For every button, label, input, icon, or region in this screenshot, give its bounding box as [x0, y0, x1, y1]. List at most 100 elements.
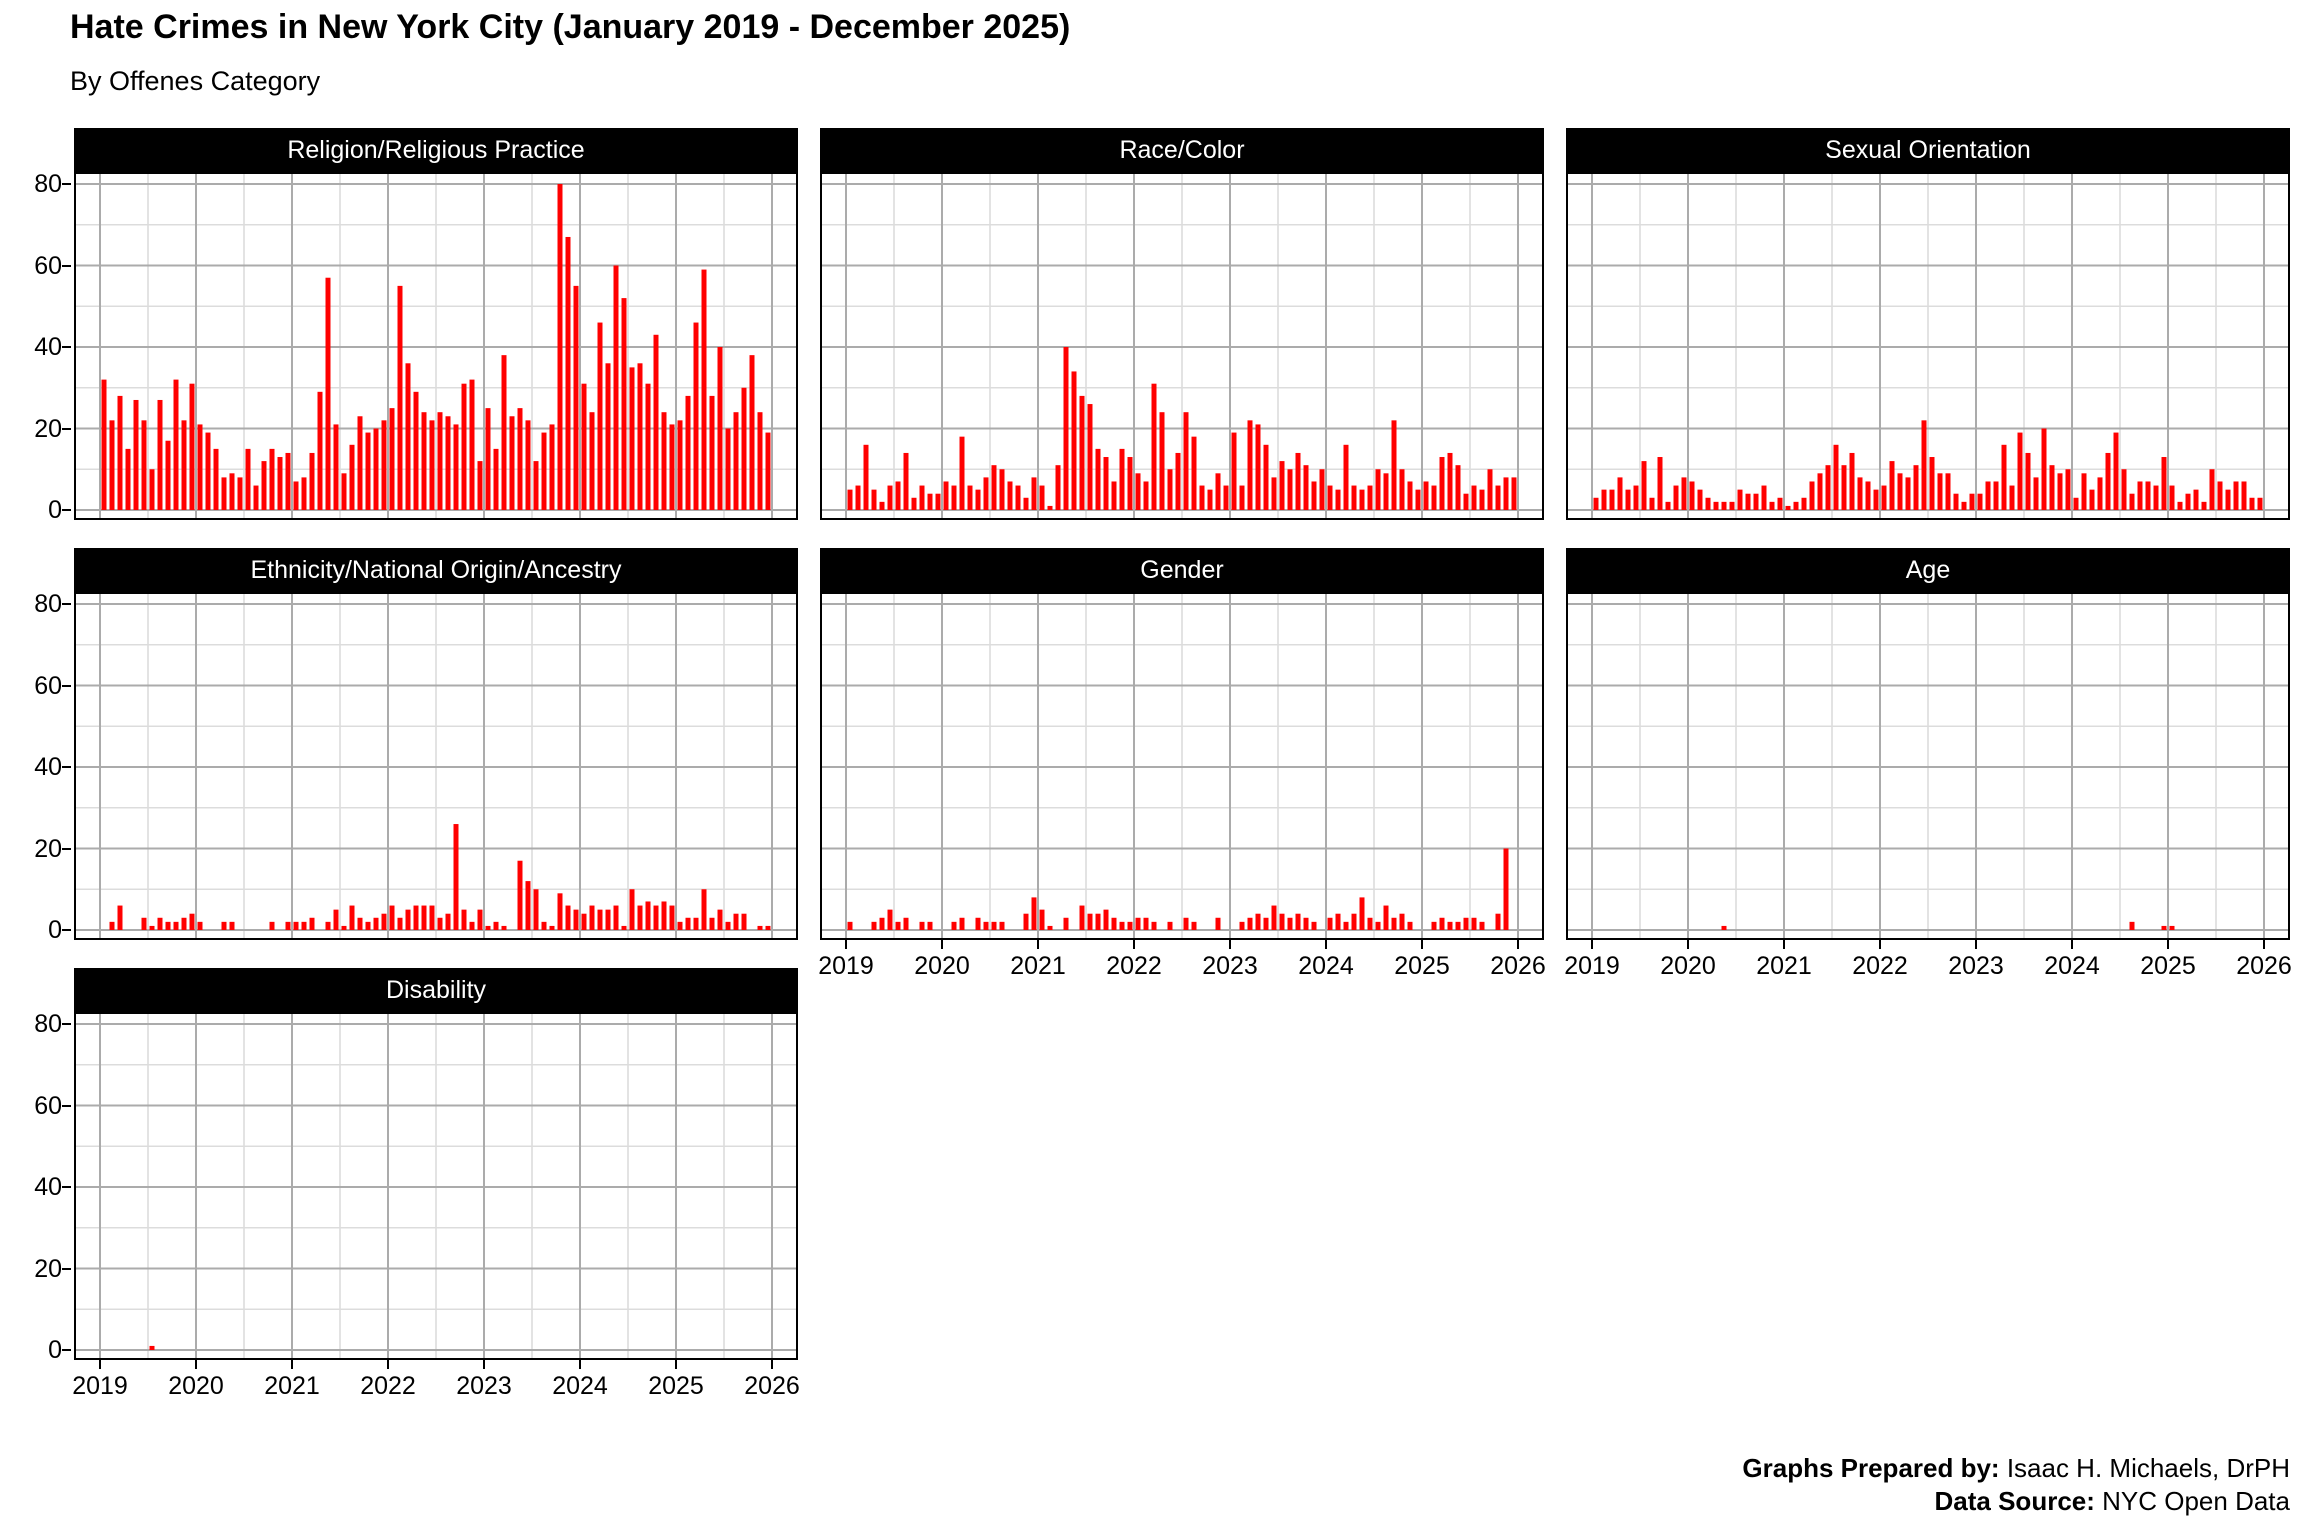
bar-month	[1239, 485, 1245, 510]
bar-month	[325, 921, 331, 930]
bar-month	[645, 901, 651, 931]
bar-month	[541, 921, 547, 930]
bar-month	[653, 334, 659, 510]
x-tick-label: 2023	[456, 1372, 512, 1400]
x-tick-mark	[2167, 940, 2169, 949]
facet-plot-gender	[820, 592, 1544, 940]
bar-month	[1705, 497, 1711, 510]
bar-month	[461, 383, 467, 511]
bar-month	[437, 917, 443, 930]
y-tick-mark	[62, 1349, 71, 1351]
bar-month	[895, 921, 901, 930]
bar-month	[181, 917, 187, 930]
bar-month	[1047, 505, 1053, 511]
bar-month	[1031, 477, 1037, 510]
bar-month	[1327, 917, 1333, 930]
bar-month	[421, 412, 427, 510]
facet-panel-race: Race/Color	[820, 128, 1544, 520]
bar-month	[461, 909, 467, 931]
bar-month	[469, 379, 475, 510]
bar-month	[1343, 921, 1349, 930]
bar-month	[983, 477, 989, 510]
bar-month	[685, 917, 691, 930]
bar-month	[1167, 921, 1173, 930]
bar-month	[927, 493, 933, 510]
panel-border	[74, 1012, 798, 1360]
bar-month	[1191, 436, 1197, 510]
bar-month	[101, 379, 107, 510]
bar-month	[1255, 424, 1261, 511]
bar-month	[149, 925, 155, 931]
x-axis: 2019 2020 2021 2022 2023 2024 2025 2026	[1564, 940, 2292, 986]
bar-month	[1849, 452, 1855, 510]
bar-month	[701, 269, 707, 510]
bar-month	[911, 497, 917, 510]
y-tick-mark	[62, 1023, 71, 1025]
bar-month	[2185, 493, 2191, 510]
bar-month	[1239, 921, 1245, 930]
x-tick-mark	[1037, 940, 1039, 949]
bar-month	[1063, 347, 1069, 510]
bar-month	[1047, 925, 1053, 931]
bar-month	[1689, 481, 1695, 511]
bar-month	[173, 379, 179, 510]
facet-panel-sexual-orientation: Sexual Orientation	[1566, 128, 2290, 520]
bar-month	[1351, 485, 1357, 510]
bar-month	[1327, 485, 1333, 510]
bar-month	[2153, 485, 2159, 510]
bar-month	[1127, 921, 1133, 930]
facet-plot-ethnicity	[74, 592, 798, 940]
bar-month	[903, 452, 909, 510]
bar-month	[1479, 489, 1485, 511]
bar-month	[2049, 465, 2055, 511]
bar-month	[1985, 481, 1991, 511]
bar-month	[1079, 395, 1085, 510]
bar-month	[1263, 917, 1269, 930]
bar-month	[2145, 481, 2151, 511]
bar-month	[581, 383, 587, 511]
bar-month	[1151, 383, 1157, 511]
facet-strip-ethnicity: Ethnicity/National Origin/Ancestry	[74, 548, 798, 592]
bar-month	[757, 412, 763, 510]
y-tick-label: 60	[34, 251, 62, 280]
bar-month	[221, 921, 227, 930]
bar-month	[309, 452, 315, 510]
bar-month	[485, 925, 491, 931]
x-axis: 2019 2020 2021 2022 2023 2024 2025 2026	[818, 940, 1546, 986]
bar-month	[765, 925, 771, 931]
bar-month	[1463, 493, 1469, 510]
x-tick-mark	[2263, 940, 2265, 949]
y-tick-mark	[62, 1104, 71, 1107]
bar-month	[1087, 913, 1093, 930]
bar-month	[629, 367, 635, 511]
bar-month	[959, 436, 965, 510]
bar-month	[381, 913, 387, 930]
bar-month	[1015, 485, 1021, 510]
bar-month	[549, 424, 555, 511]
bar-month	[1119, 448, 1125, 511]
bar-month	[589, 412, 595, 510]
y-tick-mark	[62, 847, 71, 850]
bar-month	[1625, 489, 1631, 511]
bar-month	[2009, 485, 2015, 510]
y-tick-label: 0	[48, 916, 62, 944]
bar-month	[757, 925, 763, 931]
bar-month	[197, 921, 203, 930]
bar-month	[157, 917, 163, 930]
bar-month	[181, 420, 187, 510]
y-tick-label: 40	[34, 1173, 62, 1201]
x-tick-mark	[483, 1360, 485, 1369]
bar-month	[975, 917, 981, 930]
facet-strip-age: Age	[1566, 548, 2290, 592]
bar-month	[229, 921, 235, 930]
bar-month	[613, 265, 619, 510]
bar-month	[517, 860, 523, 931]
x-tick-label: 2019	[818, 952, 874, 980]
x-tick-mark	[579, 1360, 581, 1369]
bar-month	[1657, 457, 1663, 510]
bar-month	[557, 893, 563, 930]
bar-month	[597, 909, 603, 931]
bar-month	[1833, 444, 1839, 510]
x-tick-label: 2019	[72, 1372, 128, 1400]
y-tick-label: 20	[34, 414, 62, 443]
